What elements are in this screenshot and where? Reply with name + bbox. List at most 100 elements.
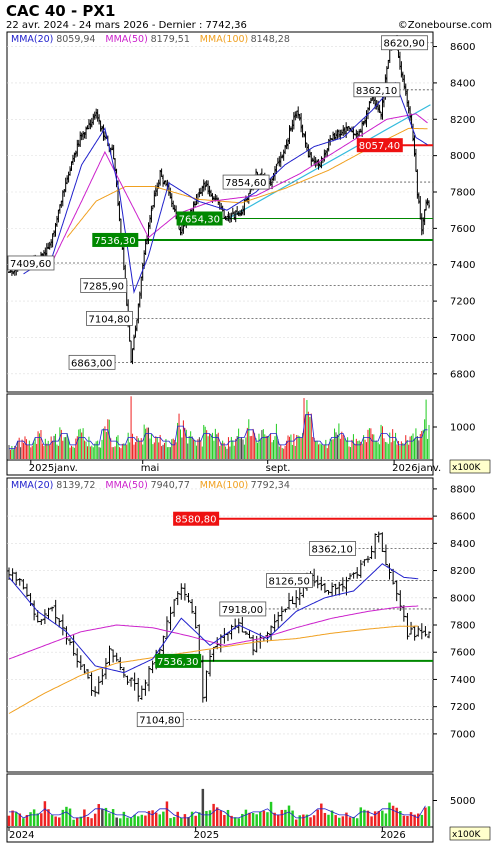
volume-bar bbox=[377, 811, 380, 826]
volume-average-line bbox=[9, 414, 428, 450]
volume-bar bbox=[198, 437, 200, 459]
volume-bar bbox=[207, 436, 209, 459]
volume-bar bbox=[122, 811, 126, 826]
volume-bar bbox=[66, 433, 68, 459]
x-axis-frame bbox=[6, 826, 434, 843]
volume-bar bbox=[65, 437, 67, 459]
volume-bar bbox=[310, 413, 312, 459]
volume-bar bbox=[178, 413, 180, 459]
volume-bar bbox=[101, 439, 103, 459]
volume-bar bbox=[275, 423, 277, 459]
volume-bar bbox=[244, 809, 248, 826]
volume-bar bbox=[332, 439, 334, 459]
volume-bar bbox=[102, 428, 104, 459]
volume-bar bbox=[326, 448, 328, 459]
volume-bar bbox=[274, 436, 276, 459]
volume-bar bbox=[267, 435, 269, 459]
volume-bar bbox=[208, 810, 212, 826]
volume-bar bbox=[105, 431, 107, 459]
volume-bar bbox=[73, 447, 75, 459]
volume-bar bbox=[188, 435, 190, 459]
volume-scale-label: x100K bbox=[452, 463, 482, 473]
level-label: 8362,10 bbox=[356, 86, 397, 97]
volume-bar bbox=[150, 433, 152, 459]
volume-bar bbox=[361, 443, 363, 459]
volume-bar bbox=[166, 447, 168, 459]
volume-bar bbox=[117, 435, 119, 459]
volume-bar bbox=[366, 442, 368, 459]
volume-bar bbox=[422, 429, 424, 459]
volume-bar bbox=[92, 447, 94, 459]
volume-bar bbox=[41, 443, 43, 459]
volume-bar bbox=[180, 817, 183, 826]
volume-bar bbox=[31, 445, 33, 459]
volume-bar bbox=[338, 817, 341, 826]
volume-bar bbox=[93, 813, 97, 826]
y-tick-label: 8600 bbox=[450, 42, 475, 53]
volume-bar bbox=[17, 440, 19, 459]
y-tick-label: 7600 bbox=[450, 224, 475, 235]
volume-bar bbox=[15, 446, 17, 459]
volume-bar bbox=[262, 810, 266, 826]
volume-bar bbox=[113, 447, 115, 459]
volume-bar bbox=[251, 812, 255, 826]
volume-bar bbox=[425, 399, 427, 459]
volume-bar bbox=[227, 437, 229, 459]
volume-bar bbox=[124, 444, 126, 459]
volume-bar bbox=[25, 814, 29, 826]
volume-bar bbox=[75, 438, 77, 459]
volume-bar bbox=[151, 810, 154, 826]
volume-bar bbox=[428, 424, 430, 459]
volume-bar bbox=[219, 810, 223, 826]
volume-bar bbox=[27, 444, 29, 459]
volume-bar bbox=[11, 810, 14, 826]
x-tick-label: 2025 bbox=[194, 830, 219, 841]
level-label-box bbox=[381, 35, 428, 51]
y-tick-label: 7400 bbox=[450, 260, 475, 271]
volume-bar bbox=[344, 437, 346, 459]
volume-bar bbox=[9, 449, 11, 459]
volume-bar bbox=[264, 434, 266, 459]
legend-value: 8179,51 bbox=[151, 34, 190, 45]
volume-bar bbox=[305, 814, 309, 826]
volume-bar bbox=[325, 439, 327, 459]
volume-bar bbox=[309, 817, 312, 826]
volume-bar bbox=[297, 435, 299, 459]
volume-bar bbox=[402, 443, 404, 459]
volume-bar bbox=[248, 419, 250, 459]
volume-bar bbox=[47, 809, 50, 826]
volume-bar bbox=[136, 816, 140, 826]
volume-bar bbox=[387, 443, 389, 459]
legend-value: 8139,72 bbox=[56, 480, 95, 491]
volume-bar bbox=[44, 438, 46, 459]
volume-bar bbox=[165, 438, 167, 459]
volume-bar bbox=[171, 439, 173, 459]
level-label: 8057,40 bbox=[359, 141, 400, 152]
level-label-box bbox=[219, 601, 267, 617]
volume-bar bbox=[46, 443, 48, 459]
volume-bar bbox=[371, 434, 373, 459]
volume-bar bbox=[8, 445, 10, 459]
volume-bar bbox=[258, 433, 260, 459]
volume-bar bbox=[352, 817, 355, 826]
volume-bar bbox=[381, 426, 383, 459]
volume-bar bbox=[233, 817, 237, 826]
volume-bar bbox=[36, 813, 39, 826]
volume-bar bbox=[366, 810, 370, 826]
volume-bar bbox=[327, 814, 330, 826]
y-tick-label: 6800 bbox=[450, 369, 475, 380]
volume-bar bbox=[399, 811, 402, 826]
volume-bar bbox=[320, 803, 323, 826]
volume-bar bbox=[223, 442, 225, 459]
level-label: 8126,50 bbox=[268, 577, 309, 588]
volume-bar bbox=[226, 809, 230, 826]
level-label-box bbox=[353, 82, 401, 98]
volume-bar bbox=[47, 440, 49, 459]
volume-bar bbox=[132, 433, 134, 459]
volume-bar bbox=[79, 428, 81, 459]
volume-bar bbox=[347, 437, 349, 459]
volume-bar bbox=[239, 438, 241, 459]
level-label-box bbox=[356, 138, 403, 153]
legend-label: MMA(50) bbox=[105, 480, 147, 491]
volume-bar bbox=[288, 436, 290, 459]
